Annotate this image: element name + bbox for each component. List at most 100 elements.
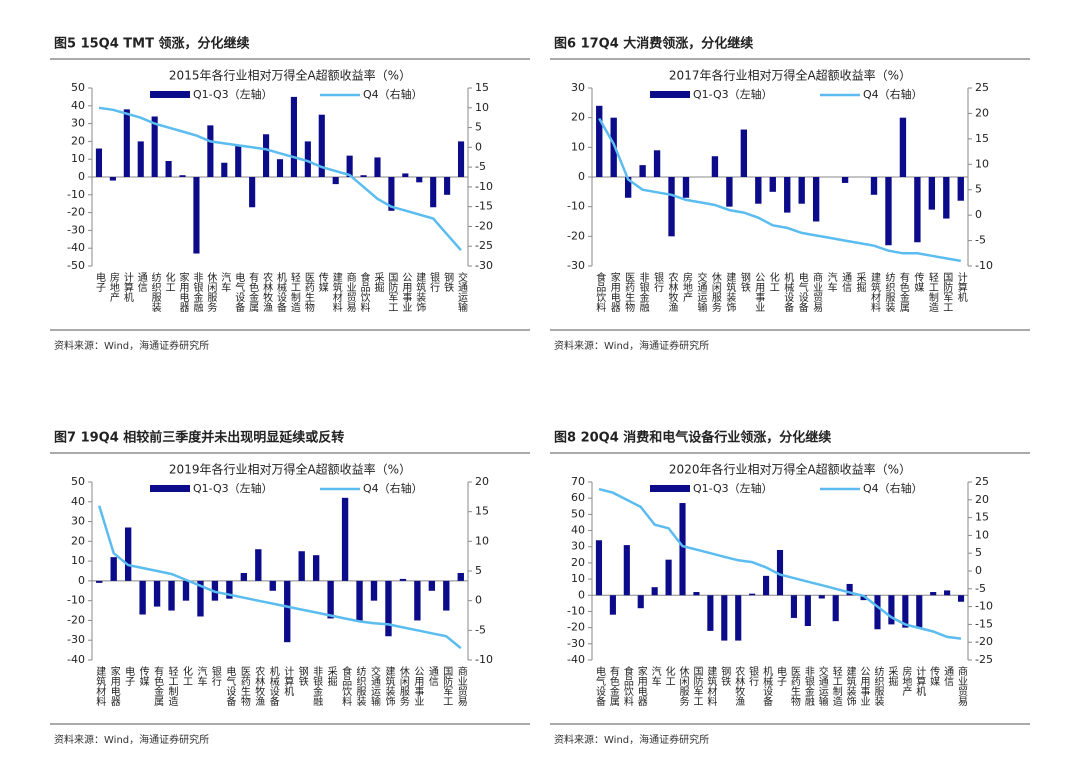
bar (430, 177, 437, 208)
x-tick-label: 钢铁 (719, 665, 731, 687)
x-tick-label: 通信 (135, 272, 147, 293)
bar (916, 595, 923, 628)
x-tick-label: 国防军工 (941, 272, 953, 312)
x-tick-label: 农林牧渔 (253, 665, 265, 707)
bar (812, 177, 820, 222)
bar (298, 551, 305, 581)
x-tick-label: 机械设备 (782, 271, 794, 313)
y-tick-label: 40 (71, 495, 85, 508)
bar (637, 595, 644, 609)
x-tick-label: 交通运输 (816, 665, 828, 707)
y2-tick-label: -10 (975, 600, 993, 613)
bar (623, 545, 630, 596)
source: 资料来源：Wind，海通证券研究所 (54, 339, 209, 352)
y-tick-label: 30 (571, 540, 585, 553)
y2-tick-label: -10 (475, 653, 493, 666)
x-tick-label: 医药生物 (238, 666, 250, 707)
y-tick-label: -20 (567, 229, 585, 242)
x-tick-label: 非银金融 (191, 272, 203, 313)
bar (668, 177, 675, 237)
source: 资料来源：Wind，海通证券研究所 (554, 339, 709, 352)
y-tick-label: -30 (567, 259, 585, 272)
x-tick-label: 商业贸易 (811, 271, 823, 313)
bar (290, 96, 297, 177)
bar (374, 157, 381, 177)
source: 资料来源：Wind，海通证券研究所 (554, 733, 709, 746)
bar (193, 177, 200, 254)
x-tick-label: 轻工制造 (830, 665, 842, 706)
bar (96, 580, 103, 583)
bar (151, 116, 158, 177)
bar (182, 580, 190, 601)
bar (914, 177, 921, 243)
bar (624, 177, 632, 198)
y-tick-label: -20 (67, 206, 85, 219)
x-tick-label: 机械设备 (267, 665, 279, 707)
x-tick-label: 纺织服装 (149, 271, 161, 313)
bar (755, 177, 762, 204)
bar (226, 580, 233, 599)
y-tick-label: 20 (571, 111, 585, 124)
chart-title: 2015年各行业相对万得全A超额收益率（%） (169, 68, 411, 83)
y-tick-label: -40 (67, 653, 85, 666)
x-tick-label: 机械设备 (275, 271, 287, 313)
x-tick-label: 建筑装饰 (383, 665, 395, 707)
bar (653, 150, 661, 177)
bar (943, 177, 950, 219)
bar (444, 177, 451, 195)
x-tick-label: 计算机 (955, 271, 967, 303)
x-tick-label: 国防军工 (386, 272, 398, 312)
x-tick-label: 电子 (93, 271, 105, 292)
x-tick-label: 电子 (123, 665, 135, 686)
x-tick-label: 家用电器 (635, 665, 647, 707)
y2-tick-label: 0 (975, 564, 982, 577)
bar (841, 177, 849, 183)
x-tick-label: 食品饮料 (621, 665, 633, 707)
bar (284, 580, 291, 643)
y-tick-label: -30 (67, 633, 85, 646)
x-tick-label: 医药生物 (788, 666, 800, 707)
x-tick-label: 公用事业 (400, 272, 412, 312)
bar (888, 595, 895, 625)
y-tick-label: 0 (78, 170, 85, 183)
x-tick-label: 建筑装饰 (414, 271, 426, 313)
y-tick-label: -30 (67, 223, 85, 236)
y2-tick-label: -25 (975, 653, 993, 666)
bar (385, 580, 392, 637)
bar (902, 595, 909, 628)
bar (168, 580, 175, 611)
y2-tick-label: -10 (475, 180, 493, 193)
x-tick-label: 传媒 (137, 666, 149, 687)
x-tick-label: 交通运输 (369, 665, 381, 707)
x-tick-label: 建筑材料 (330, 271, 342, 313)
y-tick-label: -20 (67, 613, 85, 626)
bar (930, 592, 937, 596)
x-tick-label: 传媒 (316, 272, 328, 293)
x-tick-label: 房地产 (900, 665, 912, 697)
y-tick-label: 40 (71, 99, 85, 112)
x-tick-label: 休闲服务 (205, 272, 217, 313)
y-tick-label: 30 (71, 515, 85, 528)
x-tick-label: 建筑材料 (705, 665, 717, 707)
bar (414, 580, 421, 621)
bar (443, 580, 450, 611)
legend-label: Q4（右轴） (863, 481, 923, 495)
x-tick-label: 公用事业 (412, 666, 424, 706)
chart-title: 2017年各行业相对万得全A超额收益率（%） (669, 68, 911, 83)
x-tick-label: 家用电器 (108, 665, 120, 707)
y2-tick-label: 5 (475, 564, 482, 577)
x-tick-label: 国防军工 (441, 666, 453, 706)
x-tick-label: 计算机 (282, 665, 294, 697)
bar (428, 580, 436, 591)
x-tick-label: 电气设备 (796, 271, 808, 313)
x-tick-label: 采掘 (886, 666, 898, 687)
x-tick-label: 医药生物 (302, 272, 314, 313)
x-tick-label: 轻工制造 (166, 665, 178, 706)
legend-swatch (150, 485, 190, 492)
y-tick-label: -30 (567, 637, 585, 650)
bar (235, 144, 242, 177)
y2-tick-label: -15 (475, 200, 493, 213)
x-tick-label: 机械设备 (761, 665, 773, 707)
bar (711, 156, 719, 177)
bar (360, 175, 367, 177)
